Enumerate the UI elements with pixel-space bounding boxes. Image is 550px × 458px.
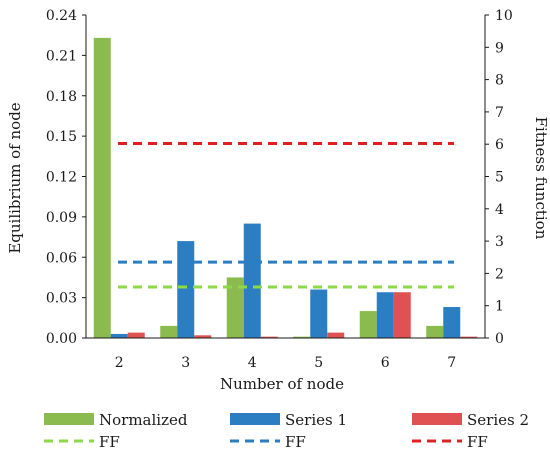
bar-normalized-3 — [160, 325, 178, 338]
y2-tick-label: 5 — [495, 170, 504, 186]
legend-label-1: Normalized — [99, 411, 188, 429]
bar-series-1-5 — [310, 289, 328, 338]
bar-normalized-2 — [93, 37, 111, 338]
y-axis-title: Equilibrium of node — [6, 102, 24, 253]
y-tick-label: 0.21 — [46, 48, 77, 64]
x-tick-label: 6 — [381, 355, 390, 371]
y-tick-label: 0.15 — [46, 129, 77, 145]
y2-tick-label: 1 — [495, 299, 504, 315]
bar-normalized-7 — [426, 325, 444, 338]
x-tick-label: 5 — [314, 355, 323, 371]
x-tick-label: 7 — [447, 355, 456, 371]
y-tick-label: 0.24 — [46, 8, 77, 24]
legend-label-5: FF — [285, 433, 306, 451]
bar-series-2-7 — [460, 336, 478, 338]
legend-swatch-3 — [412, 413, 462, 425]
y2-tick-label: 8 — [495, 73, 504, 89]
y-tick-label: 0.18 — [46, 89, 77, 105]
plot-area: 0.00 0.03 0.06 0.09 0.12 0.15 0.18 0.21 0.24 0 1 2 3… — [46, 8, 513, 371]
bar-series-1-4 — [243, 223, 261, 338]
y2-tick-label: 6 — [495, 137, 504, 153]
y2-tick-label: 4 — [495, 202, 504, 218]
bar-series-2-4 — [260, 336, 278, 338]
x-tick-label: 3 — [181, 355, 190, 371]
legend-swatch-1 — [44, 413, 94, 425]
y2-tick-label: 2 — [495, 266, 504, 282]
legend-label-2: Series 1 — [285, 411, 347, 429]
bar-normalized-4 — [226, 277, 244, 338]
y-tick-label: 0.12 — [46, 170, 77, 186]
legend-swatch-2 — [230, 413, 280, 425]
y2-tick-label: 10 — [495, 8, 513, 24]
y2-tick-label: 0 — [495, 331, 504, 347]
bar-series-2-6 — [393, 292, 411, 338]
x-axis-title: Number of node — [220, 375, 344, 393]
bar-series-1-6 — [376, 292, 394, 338]
y-tick-label: 0.09 — [46, 210, 77, 226]
y-tick-label: 0.06 — [46, 250, 77, 266]
y-tick-label: 0.00 — [46, 331, 77, 347]
bar-series-2-3 — [194, 335, 212, 338]
legend-label-4: FF — [99, 433, 120, 451]
bar-normalized-6 — [359, 311, 377, 338]
y-tick-label: 0.03 — [46, 291, 77, 307]
y2-axis-title: Fitness function — [532, 117, 550, 240]
y2-tick-label: 3 — [495, 234, 504, 250]
bar-normalized-5 — [293, 336, 311, 338]
y2-tick-label: 7 — [495, 105, 504, 121]
y2-tick-label: 9 — [495, 40, 504, 56]
x-tick-label: 2 — [115, 355, 124, 371]
legend: Normalized Series 1 Series 2 FF FF FF — [44, 411, 529, 451]
legend-label-6: FF — [467, 433, 488, 451]
legend-label-3: Series 2 — [467, 411, 529, 429]
bar-series-1-7 — [443, 307, 461, 338]
x-tick-label: 4 — [248, 355, 257, 371]
bar-series-1-2 — [110, 333, 128, 338]
bar-series-1-3 — [177, 241, 195, 338]
bar-series-2-2 — [127, 332, 145, 338]
bar-series-2-5 — [327, 332, 345, 338]
